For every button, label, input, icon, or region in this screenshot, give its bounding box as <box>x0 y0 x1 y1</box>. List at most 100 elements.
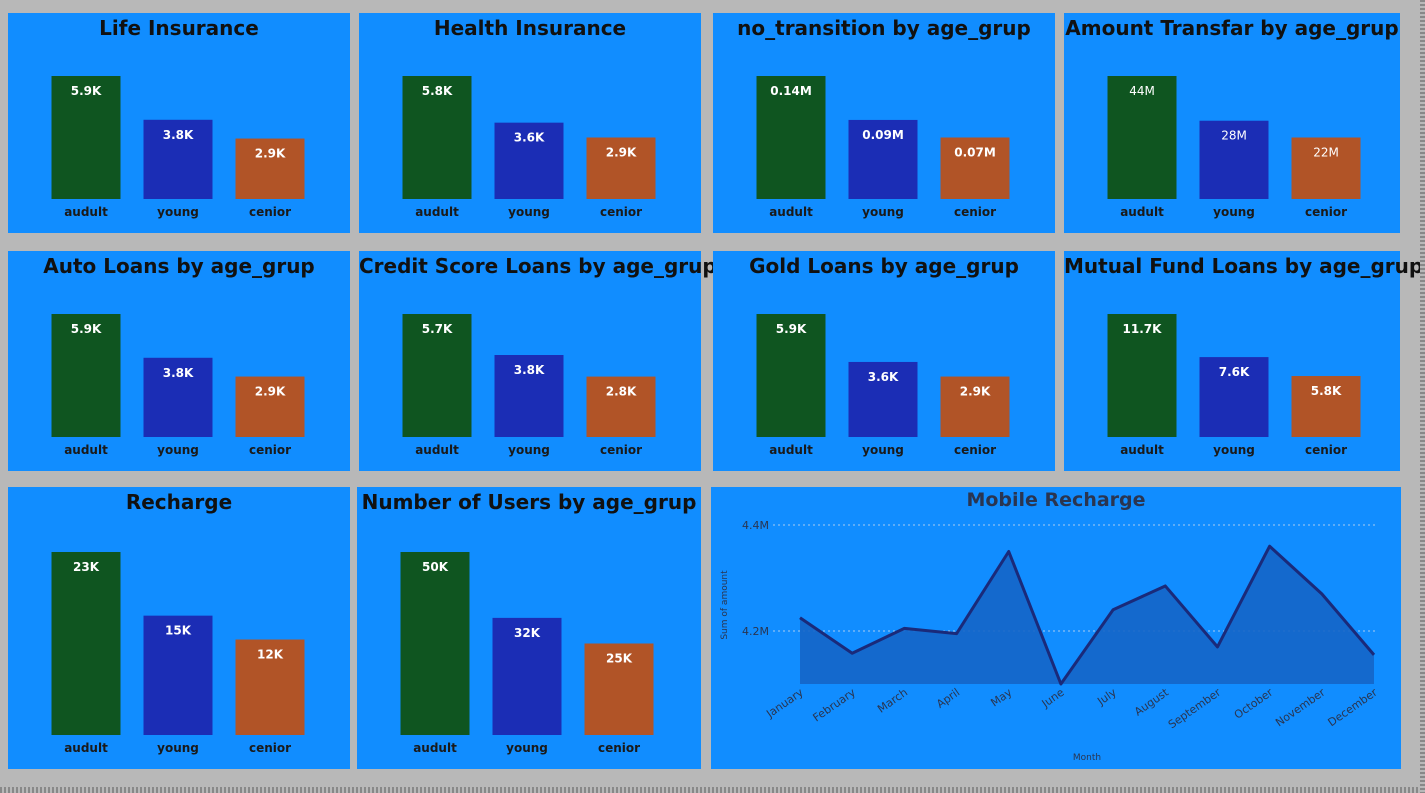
bar-cenior[interactable] <box>940 137 1010 200</box>
bar-value-label: 25K <box>606 652 633 666</box>
bar-value-label: 0.09M <box>862 128 904 142</box>
bar-value-label: 5.9K <box>71 322 102 336</box>
category-label: young <box>506 741 548 755</box>
chart-panel[interactable]: Gold Loans by age_grup 5.9K audult 3.6K you… <box>713 251 1055 471</box>
x-axis-title: Month <box>1073 753 1101 763</box>
y-tick-label: 4.2M <box>742 625 769 638</box>
bar-audult[interactable] <box>51 314 121 437</box>
chart-panel[interactable]: no_transition by age_grup 0.14M audult 0.0… <box>713 13 1055 233</box>
bar-young[interactable] <box>848 119 918 199</box>
category-label: audult <box>1120 205 1164 219</box>
category-label: cenior <box>598 741 640 755</box>
bar-value-label: 11.7K <box>1123 322 1163 336</box>
bar-chart-svg: 5.7K audult 3.8K young 2.8K cenior <box>402 314 656 457</box>
x-tick-label: February <box>811 686 859 725</box>
chart-title: Auto Loans by age_grup <box>43 254 315 278</box>
bar-young[interactable] <box>492 617 562 735</box>
bar-cenior[interactable] <box>1291 137 1361 200</box>
bar-cenior[interactable] <box>235 376 305 437</box>
x-tick-label: August <box>1132 685 1172 718</box>
chart-panel[interactable]: Number of Users by age_grup 50K audult 32K… <box>357 487 701 769</box>
chart-title: Mutual Fund Loans by age_grup <box>1064 254 1424 278</box>
bar-young[interactable] <box>143 357 213 437</box>
bar-young[interactable] <box>848 361 918 437</box>
bar-value-label: 2.9K <box>255 385 286 399</box>
x-tick-label: December <box>1326 686 1381 730</box>
category-label: young <box>1213 205 1255 219</box>
bar-value-label: 15K <box>165 624 192 638</box>
category-label: young <box>508 443 550 457</box>
category-label: audult <box>415 443 459 457</box>
bar-chart-svg: 0.14M audult 0.09M young 0.07M cenior <box>756 76 1010 219</box>
bar-chart-svg: 23K audult 15K young 12K cenior <box>51 552 305 755</box>
bar-audult[interactable] <box>756 314 826 437</box>
bar-audult[interactable] <box>400 552 470 735</box>
bar-cenior[interactable] <box>235 138 305 199</box>
y-tick-label: 4.4M <box>742 519 769 532</box>
x-tick-label: April <box>934 686 962 711</box>
bar-cenior[interactable] <box>584 643 654 736</box>
bar-value-label: 3.8K <box>163 128 194 142</box>
category-label: cenior <box>600 205 642 219</box>
line-chart-svg: 4.2M 4.4M January February March April May June… <box>720 519 1381 763</box>
bar-value-label: 5.9K <box>776 322 807 336</box>
chart-panel[interactable]: Credit Score Loans by age_grup 5.7K audul… <box>359 251 717 471</box>
category-label: audult <box>64 443 108 457</box>
series-line[interactable] <box>799 544 1376 686</box>
bar-audult[interactable] <box>1107 314 1177 437</box>
bar-audult[interactable] <box>51 76 121 199</box>
bar-audult[interactable] <box>402 314 472 437</box>
area-fill <box>800 546 1374 684</box>
bar-value-label: 5.8K <box>1311 384 1342 398</box>
bar-value-label: 32K <box>514 626 541 640</box>
bar-value-label: 2.9K <box>606 146 637 160</box>
category-label: audult <box>413 741 457 755</box>
bar-young[interactable] <box>494 122 564 199</box>
bar-young[interactable] <box>494 355 564 437</box>
bar-value-label: 3.8K <box>514 363 545 377</box>
category-label: audult <box>1120 443 1164 457</box>
x-tick-label: January <box>763 686 806 721</box>
bar-value-label: 2.9K <box>960 385 991 399</box>
line-chart-panel[interactable]: Mobile Recharge 4.2M 4.4M January February M… <box>711 487 1401 769</box>
chart-panel[interactable]: Amount Transfar by age_grup 44M audult 28M… <box>1064 13 1400 233</box>
bar-cenior[interactable] <box>1291 376 1361 437</box>
category-label: young <box>508 205 550 219</box>
bar-young[interactable] <box>1199 357 1269 437</box>
category-label: young <box>157 205 199 219</box>
chart-panel[interactable]: Health Insurance 5.8K audult 3.6K young 2.9K… <box>359 13 701 233</box>
bar-chart-svg: 11.7K audult 7.6K young 5.8K cenior <box>1107 314 1361 457</box>
bar-audult[interactable] <box>756 76 826 199</box>
category-label: cenior <box>600 443 642 457</box>
x-tick-label: March <box>875 686 910 716</box>
category-label: audult <box>769 205 813 219</box>
chart-title: Amount Transfar by age_grup <box>1065 16 1399 40</box>
x-tick-label: June <box>1039 686 1067 711</box>
bar-chart-svg: 5.9K audult 3.8K young 2.9K cenior <box>51 314 305 457</box>
bar-value-label: 50K <box>422 560 449 574</box>
bar-cenior[interactable] <box>586 376 656 437</box>
category-label: audult <box>415 205 459 219</box>
bar-cenior[interactable] <box>940 376 1010 437</box>
bar-cenior[interactable] <box>586 137 656 200</box>
bar-value-label: 0.07M <box>954 146 996 160</box>
chart-panel[interactable]: Mutual Fund Loans by age_grup 11.7K audul… <box>1064 251 1424 471</box>
bar-young[interactable] <box>1199 120 1269 199</box>
bar-young[interactable] <box>143 615 213 735</box>
bar-audult[interactable] <box>51 552 121 735</box>
bar-audult[interactable] <box>1107 76 1177 199</box>
bar-value-label: 2.8K <box>606 385 637 399</box>
x-tick-label: July <box>1094 686 1119 709</box>
bar-audult[interactable] <box>402 76 472 199</box>
bar-chart-svg: 5.9K audult 3.6K young 2.9K cenior <box>756 314 1010 457</box>
bar-cenior[interactable] <box>235 639 305 735</box>
bar-young[interactable] <box>143 119 213 199</box>
chart-panel[interactable]: Recharge 23K audult 15K young 12K cenior <box>8 487 350 769</box>
chart-panel[interactable]: Auto Loans by age_grup 5.9K audult 3.8K you… <box>8 251 350 471</box>
chart-panel[interactable]: Life Insurance 5.9K audult 3.8K young 2.9K ce… <box>8 13 350 233</box>
bar-value-label: 2.9K <box>255 147 286 161</box>
chart-title: Life Insurance <box>99 16 259 40</box>
chart-title: Mobile Recharge <box>966 489 1146 511</box>
category-label: audult <box>64 741 108 755</box>
page-border <box>1420 0 1425 793</box>
